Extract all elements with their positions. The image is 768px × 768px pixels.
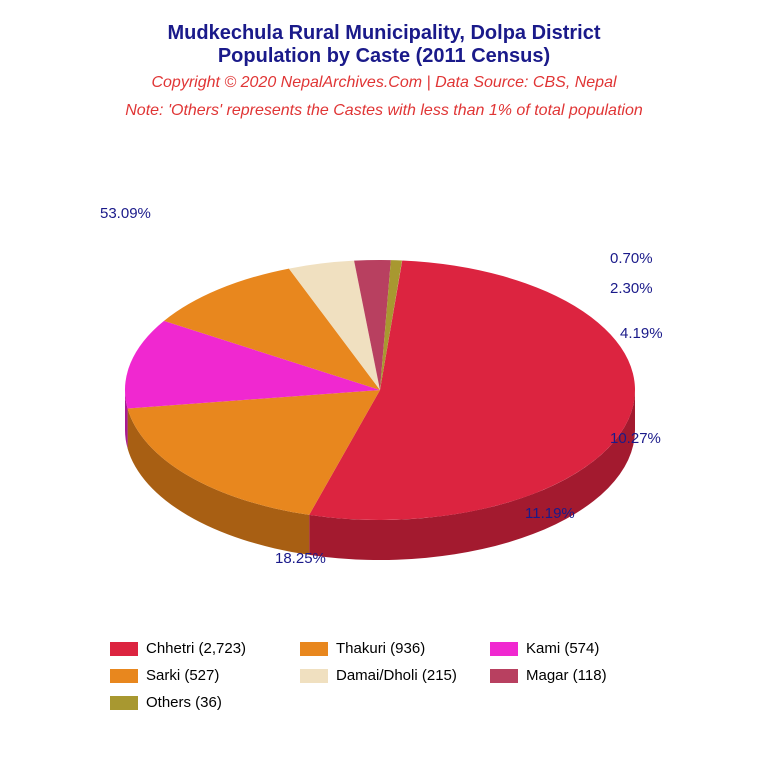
legend-swatch <box>110 669 138 683</box>
legend-item: Kami (574) <box>490 640 670 657</box>
legend-swatch <box>300 669 328 683</box>
pie-chart: 53.09% 18.25% 11.19% 10.27% 4.19% 2.30% 0.70% <box>0 150 768 590</box>
pct-label: 4.19% <box>620 325 663 342</box>
legend-label: Magar (118) <box>526 667 607 684</box>
pct-label: 10.27% <box>610 430 661 447</box>
legend-label: Damai/Dholi (215) <box>336 667 457 684</box>
pct-label: 53.09% <box>100 205 151 222</box>
chart-title-line2: Population by Caste (2011 Census) <box>0 45 768 68</box>
chart-title-line1: Mudkechula Rural Municipality, Dolpa Dis… <box>0 22 768 45</box>
legend-swatch <box>110 642 138 656</box>
legend-label: Thakuri (936) <box>336 640 425 657</box>
legend-item: Others (36) <box>110 694 290 711</box>
legend-item: Chhetri (2,723) <box>110 640 290 657</box>
legend-label: Others (36) <box>146 694 222 711</box>
chart-copyright: Copyright © 2020 NepalArchives.Com | Dat… <box>0 74 768 92</box>
legend-swatch <box>300 642 328 656</box>
pct-label: 18.25% <box>275 550 326 567</box>
legend-label: Chhetri (2,723) <box>146 640 246 657</box>
legend-label: Sarki (527) <box>146 667 219 684</box>
chart-title-block: Mudkechula Rural Municipality, Dolpa Dis… <box>0 0 768 120</box>
pct-label: 2.30% <box>610 280 653 297</box>
legend-item: Sarki (527) <box>110 667 290 684</box>
legend-item: Damai/Dholi (215) <box>300 667 480 684</box>
legend-item: Thakuri (936) <box>300 640 480 657</box>
legend-swatch <box>490 642 518 656</box>
legend-label: Kami (574) <box>526 640 599 657</box>
chart-legend: Chhetri (2,723) Thakuri (936) Kami (574) Sa… <box>110 640 670 711</box>
pct-label: 0.70% <box>610 250 653 267</box>
legend-swatch <box>110 696 138 710</box>
legend-item: Magar (118) <box>490 667 670 684</box>
legend-swatch <box>490 669 518 683</box>
chart-note: Note: 'Others' represents the Castes wit… <box>0 102 768 120</box>
pct-label: 11.19% <box>525 505 575 522</box>
